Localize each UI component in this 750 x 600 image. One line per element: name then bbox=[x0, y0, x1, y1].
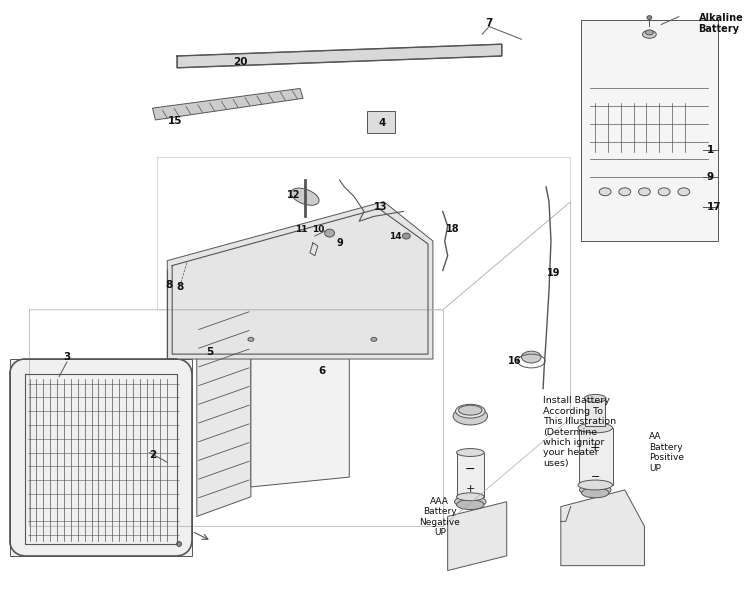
Text: 1: 1 bbox=[706, 145, 714, 155]
Text: 16: 16 bbox=[508, 356, 521, 366]
Ellipse shape bbox=[457, 449, 484, 457]
Ellipse shape bbox=[457, 493, 484, 501]
Text: 19: 19 bbox=[547, 268, 560, 278]
Ellipse shape bbox=[647, 16, 652, 20]
Text: 8: 8 bbox=[176, 282, 184, 292]
Ellipse shape bbox=[521, 351, 542, 363]
Text: 12: 12 bbox=[286, 190, 300, 200]
Ellipse shape bbox=[580, 484, 611, 496]
Text: 14: 14 bbox=[388, 232, 401, 241]
Ellipse shape bbox=[619, 188, 631, 196]
Text: 13: 13 bbox=[374, 202, 388, 212]
Ellipse shape bbox=[457, 500, 484, 509]
Text: +: + bbox=[466, 484, 475, 494]
Ellipse shape bbox=[455, 404, 485, 418]
Polygon shape bbox=[561, 490, 644, 566]
Text: +: + bbox=[590, 441, 601, 454]
Polygon shape bbox=[167, 202, 433, 359]
Ellipse shape bbox=[646, 30, 653, 35]
Text: 3: 3 bbox=[63, 352, 70, 362]
Ellipse shape bbox=[578, 480, 613, 490]
Text: 17: 17 bbox=[706, 202, 721, 212]
Polygon shape bbox=[251, 290, 350, 487]
Text: 5: 5 bbox=[206, 347, 213, 357]
Polygon shape bbox=[448, 502, 507, 571]
Text: AAA
Battery
Negative
UP: AAA Battery Negative UP bbox=[419, 497, 460, 537]
Text: 2: 2 bbox=[149, 451, 157, 460]
Bar bbox=[457, 452, 484, 497]
Text: 18: 18 bbox=[446, 224, 459, 234]
Text: Install Battery
According To
This Illustration
(Determine
which ignitor
your hea: Install Battery According To This Illust… bbox=[543, 397, 616, 468]
Ellipse shape bbox=[176, 542, 182, 547]
Ellipse shape bbox=[643, 31, 656, 38]
Text: 20: 20 bbox=[232, 57, 248, 67]
Text: 8: 8 bbox=[165, 280, 172, 290]
Ellipse shape bbox=[291, 188, 319, 205]
Text: 10: 10 bbox=[312, 224, 325, 233]
Polygon shape bbox=[196, 310, 251, 517]
Text: 9: 9 bbox=[336, 238, 343, 248]
Ellipse shape bbox=[678, 188, 690, 196]
Ellipse shape bbox=[403, 233, 410, 239]
Ellipse shape bbox=[453, 407, 488, 425]
Bar bbox=[367, 111, 394, 133]
Ellipse shape bbox=[325, 229, 334, 237]
Ellipse shape bbox=[578, 423, 613, 433]
Ellipse shape bbox=[371, 337, 376, 341]
Text: −: − bbox=[465, 463, 476, 476]
Ellipse shape bbox=[581, 488, 609, 498]
Text: 7: 7 bbox=[485, 17, 493, 28]
Bar bbox=[586, 398, 605, 426]
Ellipse shape bbox=[658, 188, 670, 196]
Text: 6: 6 bbox=[318, 366, 326, 376]
Text: 15: 15 bbox=[168, 116, 182, 126]
Text: AA
Battery
Positive
UP: AA Battery Positive UP bbox=[650, 433, 684, 473]
Ellipse shape bbox=[584, 394, 606, 403]
Polygon shape bbox=[177, 44, 502, 68]
Bar bbox=[578, 428, 613, 485]
Polygon shape bbox=[10, 359, 192, 556]
Ellipse shape bbox=[454, 496, 486, 508]
Text: 9: 9 bbox=[706, 172, 713, 182]
Text: 4: 4 bbox=[378, 118, 386, 128]
Text: 11: 11 bbox=[296, 224, 308, 233]
Ellipse shape bbox=[248, 337, 254, 341]
Ellipse shape bbox=[599, 188, 611, 196]
Polygon shape bbox=[580, 20, 718, 241]
Text: −: − bbox=[590, 472, 600, 482]
Ellipse shape bbox=[458, 405, 482, 415]
Ellipse shape bbox=[638, 188, 650, 196]
Text: Alkaline
Battery: Alkaline Battery bbox=[698, 13, 743, 34]
Polygon shape bbox=[152, 88, 303, 120]
